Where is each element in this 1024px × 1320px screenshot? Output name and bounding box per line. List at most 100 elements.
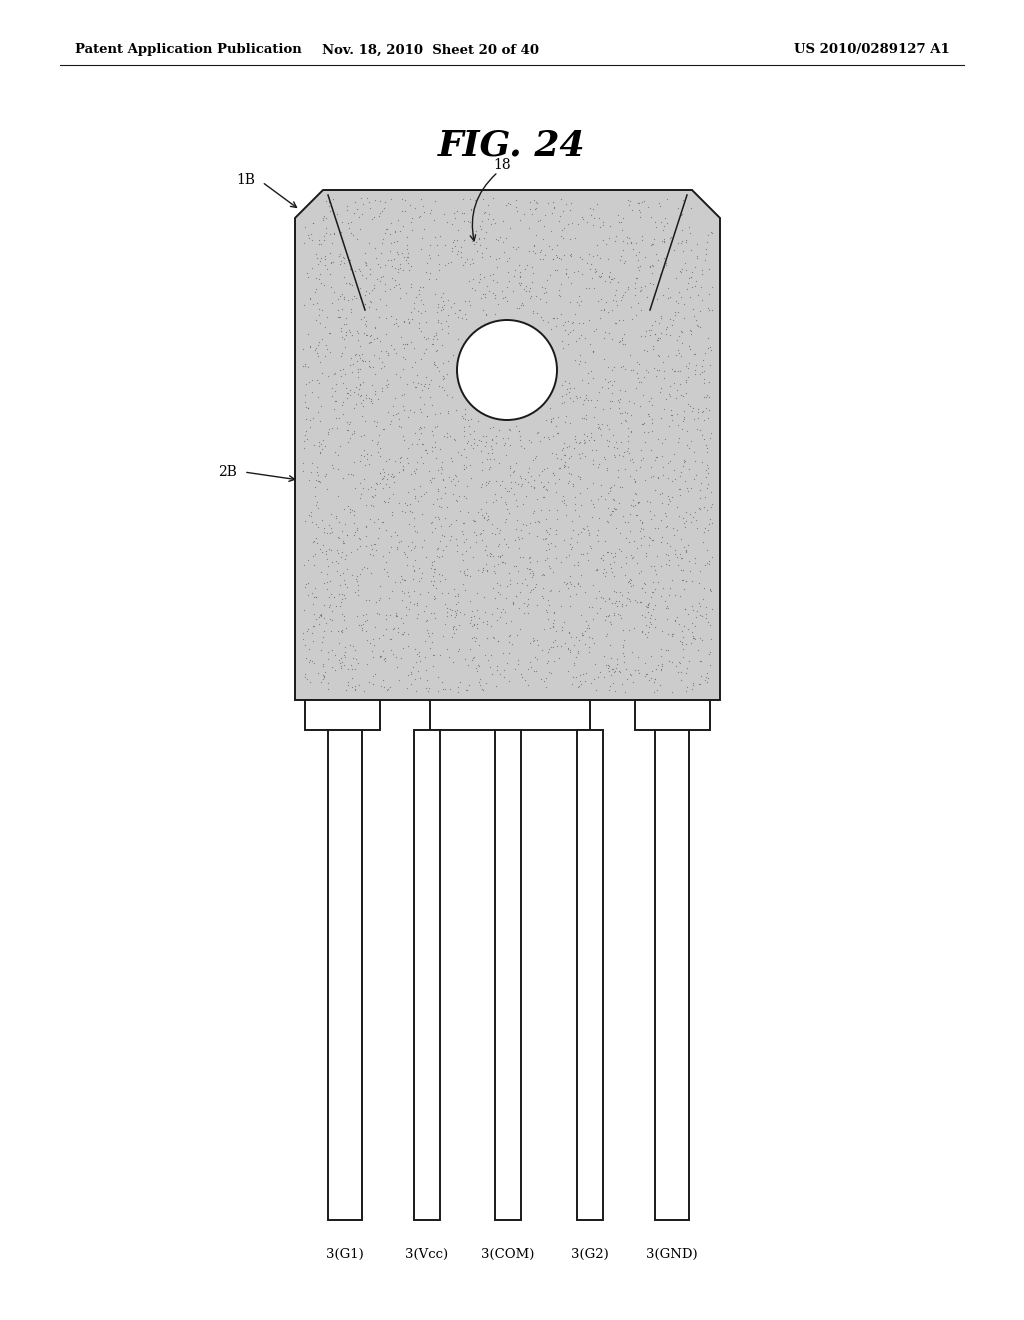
Point (521, 552, 538, 573)
Point (607, 284, 624, 305)
Point (694, 589, 711, 610)
Point (570, 261, 587, 282)
Point (497, 602, 513, 623)
Point (371, 517, 387, 539)
Point (586, 277, 602, 298)
Point (697, 459, 714, 480)
Point (428, 268, 444, 289)
Point (479, 195, 496, 216)
Point (300, 224, 316, 246)
Point (647, 310, 664, 331)
Point (379, 218, 395, 239)
Point (565, 667, 582, 688)
Point (532, 209, 549, 230)
Point (456, 421, 472, 442)
Point (666, 360, 682, 381)
Point (436, 482, 453, 503)
Point (678, 663, 694, 684)
Point (442, 252, 459, 273)
Point (632, 510, 648, 531)
Point (699, 224, 716, 246)
Point (446, 236, 463, 257)
Point (687, 548, 703, 569)
Point (605, 289, 622, 310)
Point (366, 634, 382, 655)
Point (495, 232, 511, 253)
Point (635, 519, 651, 540)
Point (462, 253, 478, 275)
Point (640, 197, 656, 218)
Point (426, 325, 442, 346)
Point (333, 591, 349, 612)
Point (662, 323, 678, 345)
Point (406, 581, 422, 602)
Point (340, 381, 356, 403)
Point (618, 226, 635, 247)
Point (512, 272, 528, 293)
Point (623, 405, 639, 426)
Point (607, 681, 624, 702)
Point (324, 540, 340, 561)
Point (631, 242, 647, 263)
Point (641, 669, 657, 690)
Point (347, 678, 364, 700)
Point (699, 454, 716, 475)
Point (312, 471, 329, 492)
Point (537, 244, 553, 265)
Point (572, 671, 589, 692)
Point (501, 631, 517, 652)
Point (697, 597, 714, 618)
Point (603, 504, 620, 525)
Point (539, 602, 555, 623)
Point (356, 243, 373, 264)
Point (684, 400, 700, 421)
Point (667, 544, 683, 565)
Point (433, 451, 450, 473)
Point (645, 581, 662, 602)
Point (387, 521, 403, 543)
Point (471, 429, 487, 450)
Point (452, 561, 468, 582)
Point (347, 582, 364, 603)
Point (383, 187, 399, 209)
Point (353, 614, 370, 635)
Point (558, 264, 574, 285)
Point (524, 566, 541, 587)
Point (615, 651, 632, 672)
Point (447, 605, 464, 626)
Point (296, 599, 312, 620)
Point (438, 601, 455, 622)
Point (334, 343, 350, 364)
Point (556, 218, 572, 239)
Point (340, 672, 356, 693)
Point (425, 655, 441, 676)
Point (642, 607, 658, 628)
Point (314, 541, 331, 562)
Point (401, 194, 418, 215)
Point (637, 606, 653, 627)
Point (308, 495, 325, 516)
Point (356, 425, 373, 446)
Point (470, 655, 486, 676)
Point (352, 384, 369, 405)
Point (647, 449, 664, 470)
Point (390, 259, 407, 280)
Point (358, 444, 375, 465)
Point (477, 284, 494, 305)
Point (300, 323, 316, 345)
Point (462, 424, 478, 445)
Point (302, 409, 318, 430)
Point (701, 553, 718, 574)
Point (434, 298, 451, 319)
Point (587, 261, 603, 282)
Point (388, 364, 404, 385)
Point (426, 561, 442, 582)
Point (387, 451, 403, 473)
Point (343, 301, 359, 322)
Point (357, 293, 374, 314)
Point (424, 632, 440, 653)
Point (665, 623, 681, 644)
Point (428, 577, 444, 598)
Point (496, 659, 512, 680)
Point (458, 446, 474, 467)
